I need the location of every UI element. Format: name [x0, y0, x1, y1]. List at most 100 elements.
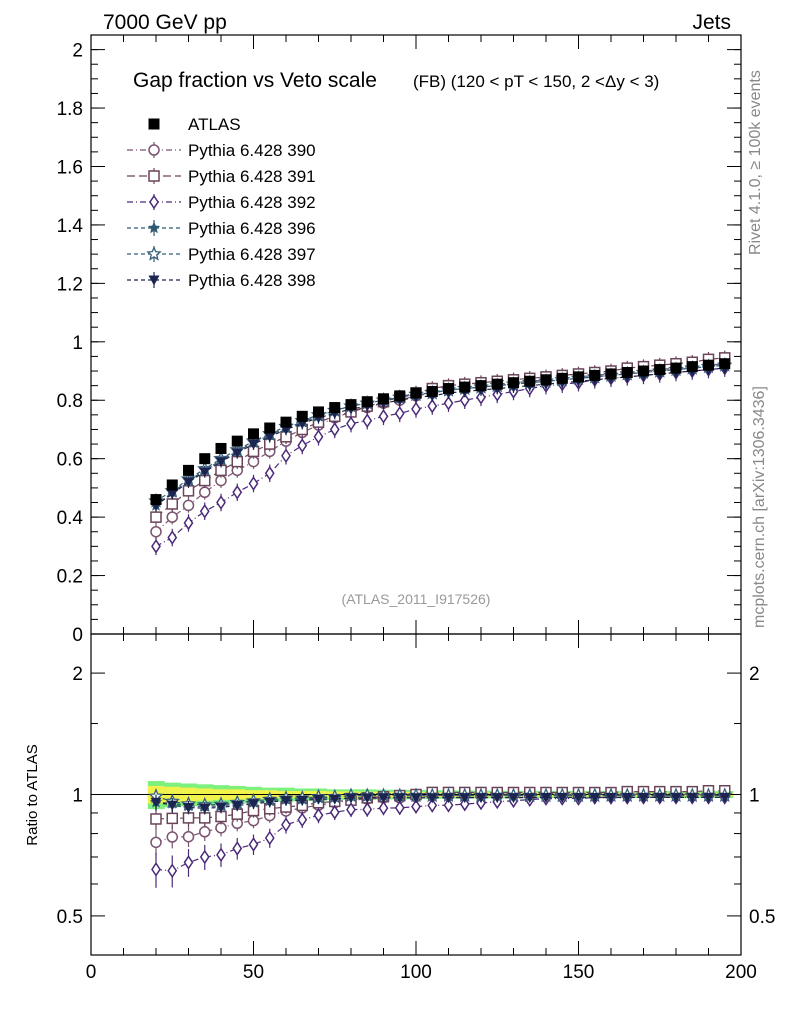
data-point-p398 [215, 457, 227, 468]
ratio-line-p390 [155, 793, 725, 843]
data-point-p390 [150, 525, 162, 538]
legend-marker-p390 [148, 144, 160, 156]
ratio-point-p398 [443, 793, 454, 804]
ratio-point-p398 [361, 793, 373, 804]
data-point-atlas [329, 402, 341, 414]
ratio-point-p398 [215, 802, 227, 813]
ratio-point-p392 [167, 863, 178, 879]
data-point-p392 [232, 484, 243, 500]
main-y-tick-label: 0 [72, 625, 83, 646]
main-y-tick-label: 0.4 [57, 508, 84, 529]
ratio-point-p398 [183, 802, 194, 813]
data-point-p390 [182, 499, 195, 512]
ratio-point-p392 [216, 847, 226, 863]
x-tick-label: 50 [243, 962, 264, 983]
main-panel: 0 0.2 0.4 0.6 0.8 1 1.2 1.4 1.6 1.8 2 Gap fraction… [57, 34, 742, 646]
legend-label-p392: Pythia 6.428 392 [188, 193, 316, 212]
ratio-point-p392 [232, 841, 243, 856]
legend-item-p398: Pythia 6.428 398 [127, 271, 316, 290]
series-line-p396 [155, 364, 725, 506]
legend-label-p398: Pythia 6.428 398 [188, 271, 316, 290]
ratio-point-p398 [573, 793, 584, 804]
analysis-label: (ATLAS_2011_I917526) [342, 591, 491, 607]
data-point-atlas [394, 390, 406, 402]
data-point-atlas [670, 362, 682, 374]
data-point-p391 [150, 511, 162, 523]
legend-item-p396: Pythia 6.428 396 [127, 219, 316, 238]
main-y-tick-label: 1.4 [57, 216, 84, 237]
mcplots-side-label: mcplots.cern.ch [arXiv:1306.3436] [751, 386, 768, 628]
legend-label-p396: Pythia 6.428 396 [188, 219, 316, 238]
data-point-atlas [508, 377, 519, 389]
data-point-atlas [313, 406, 324, 418]
ratio-point-p398 [475, 793, 487, 804]
main-x-ticks [90, 35, 742, 634]
ratio-y-tick-label: 0.5 [57, 907, 83, 928]
data-point-atlas [361, 396, 373, 408]
data-point-atlas [345, 399, 357, 411]
data-point-p392 [346, 416, 356, 431]
rivet-side-label: Rivet 4.1.0, ≥ 100k events [747, 70, 764, 255]
ratio-point-p398 [459, 793, 471, 804]
data-point-atlas [150, 494, 162, 506]
data-point-p392 [167, 530, 178, 545]
data-point-atlas [621, 366, 633, 378]
ratio-point-p392 [281, 817, 291, 833]
data-point-p398 [248, 439, 259, 450]
data-point-p392 [248, 476, 259, 491]
ratio-point-p392 [459, 796, 470, 812]
chart-title: Gap fraction vs Veto scale [133, 69, 377, 92]
data-point-p392 [199, 503, 210, 519]
ratio-point-p398 [248, 799, 259, 810]
data-point-atlas [686, 361, 698, 373]
ratio-point-p398 [345, 793, 357, 804]
legend-item-p392: Pythia 6.428 392 [127, 193, 316, 212]
ratio-point-p398 [378, 793, 389, 804]
data-point-p392 [427, 398, 438, 414]
legend-label-p391: Pythia 6.428 391 [188, 167, 316, 186]
ratio-point-p390 [166, 831, 178, 843]
main-y-tick-label: 1.8 [57, 99, 83, 120]
data-point-atlas [703, 359, 714, 371]
ratio-y-ticks: 0.5 0.5 1 1 2 2 [57, 633, 775, 956]
data-point-atlas [378, 393, 389, 405]
x-tick-label: 100 [400, 962, 432, 983]
ratio-point-p398 [654, 792, 666, 803]
data-point-p392 [329, 422, 340, 437]
legend-marker-p397 [146, 245, 162, 261]
legend-item-p390: Pythia 6.428 390 [127, 141, 316, 160]
ratio-point-p398 [719, 792, 731, 803]
ratio-point-p392 [346, 802, 356, 817]
header-right-label: Jets [692, 11, 731, 34]
data-point-p392 [394, 406, 405, 421]
data-point-p392 [443, 395, 454, 411]
data-point-p398 [231, 448, 243, 459]
legend-marker-p392 [149, 194, 159, 210]
data-point-atlas [166, 479, 178, 491]
legend-marker-p396 [147, 221, 161, 234]
ratio-point-p398 [670, 792, 682, 803]
ratio-point-p392 [329, 804, 340, 820]
main-y-tick-label: 1.2 [57, 274, 83, 295]
data-point-p392 [378, 408, 389, 424]
ratio-point-p392 [427, 798, 438, 813]
data-point-atlas [491, 378, 503, 390]
ratio-point-p392 [313, 807, 324, 823]
ratio-point-p392 [443, 797, 454, 813]
series-atlas [150, 358, 731, 506]
data-point-atlas [215, 442, 227, 454]
ratio-point-p391 [166, 812, 178, 825]
ratio-point-p392 [394, 800, 405, 816]
main-y-tick-label: 2 [72, 41, 83, 62]
data-point-p392 [216, 495, 226, 510]
ratio-point-p398 [296, 795, 308, 806]
data-point-atlas [556, 372, 568, 384]
ratio-point-p398 [199, 803, 211, 814]
data-point-atlas [475, 380, 487, 392]
data-point-atlas [183, 464, 194, 476]
ratio-point-p398 [491, 793, 503, 804]
ratio-point-p398 [264, 797, 276, 808]
ratio-point-p392 [264, 830, 275, 846]
x-tick-label: 0 [86, 962, 97, 983]
